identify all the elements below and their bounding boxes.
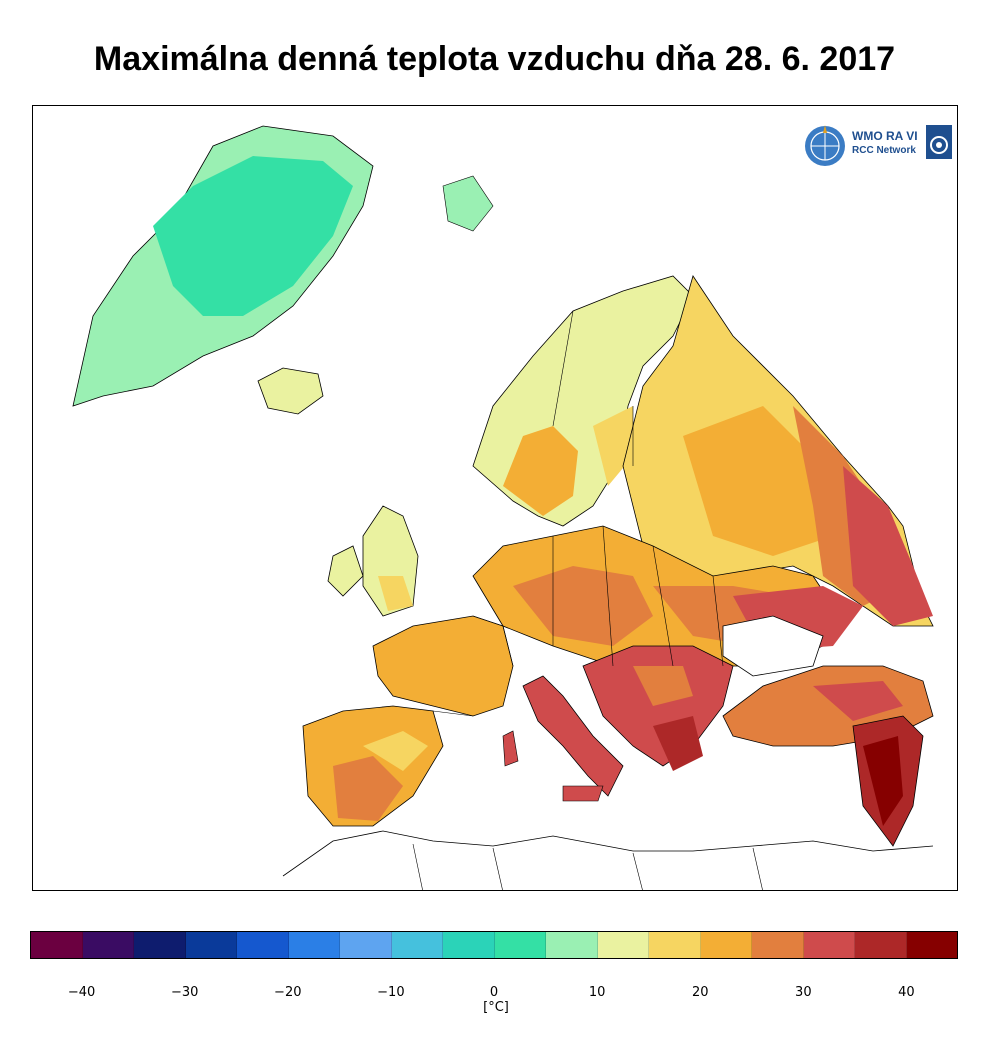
legend-swatch bbox=[82, 932, 134, 958]
legend-swatch bbox=[649, 932, 701, 958]
legend-swatch bbox=[803, 932, 855, 958]
legend-swatch bbox=[185, 932, 237, 958]
map-title: Maximálna denná teplota vzduchu dňa 28. … bbox=[93, 40, 896, 78]
greenland-region bbox=[72, 125, 374, 407]
north-africa-coast bbox=[282, 830, 934, 877]
legend-tick-label: 10 bbox=[588, 985, 606, 1000]
country-borders bbox=[432, 310, 724, 717]
legend-tick-label: 30 bbox=[795, 985, 812, 1000]
legend-swatch bbox=[906, 932, 957, 958]
wmo-label: WMO RA VI bbox=[852, 129, 918, 143]
color-scale-legend bbox=[30, 931, 958, 959]
map-panel bbox=[32, 105, 958, 891]
legend-tick-label: −40 bbox=[67, 985, 96, 1000]
legend-swatch bbox=[546, 932, 598, 958]
dwd-icon bbox=[926, 125, 952, 159]
legend-swatch bbox=[597, 932, 649, 958]
france-region bbox=[372, 615, 514, 717]
legend-swatch bbox=[31, 932, 83, 958]
legend-swatch bbox=[752, 932, 804, 958]
legend-swatch bbox=[855, 932, 907, 958]
legend-swatch bbox=[340, 932, 392, 958]
legend-tick-label: 40 bbox=[898, 985, 915, 1000]
rcc-network-label: RCC Network bbox=[852, 145, 916, 156]
legend-tick-label: −20 bbox=[274, 985, 302, 1000]
legend-swatch bbox=[494, 932, 546, 958]
svalbard-region bbox=[442, 175, 494, 232]
temperature-map bbox=[72, 125, 934, 890]
legend-tick-label: 20 bbox=[691, 985, 709, 1000]
legend-swatch bbox=[134, 932, 186, 958]
black-sea bbox=[722, 615, 824, 677]
legend-swatch bbox=[237, 932, 289, 958]
wmo-logo: WMO RA VI RCC Network bbox=[800, 117, 952, 173]
iceland-region bbox=[257, 367, 324, 415]
italy-region bbox=[522, 675, 624, 797]
legend-tick-label: −30 bbox=[170, 985, 199, 1000]
globe-icon bbox=[805, 125, 845, 166]
legend-tick-label: 0 bbox=[489, 985, 499, 1000]
legend-unit-label: [°C] bbox=[483, 1000, 509, 1015]
legend-swatch bbox=[288, 932, 340, 958]
legend-swatch bbox=[391, 932, 443, 958]
legend-swatch bbox=[700, 932, 752, 958]
legend-swatch bbox=[443, 932, 495, 958]
legend-tick-label: −10 bbox=[377, 985, 405, 1000]
